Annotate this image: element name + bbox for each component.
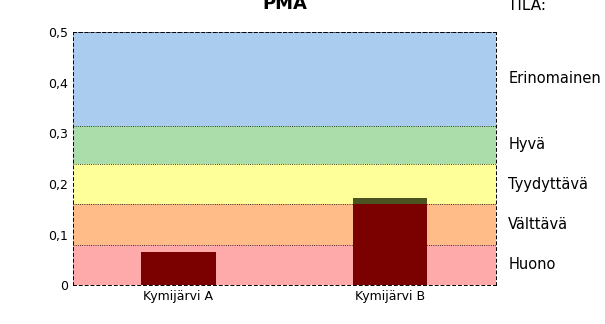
Text: Hyvä: Hyvä — [508, 137, 545, 152]
Text: Tyydyttävä: Tyydyttävä — [508, 177, 588, 191]
Text: PMA: PMA — [262, 0, 307, 13]
Bar — [73, 245, 496, 285]
Bar — [353, 198, 427, 285]
Bar — [73, 164, 496, 204]
Bar — [73, 32, 496, 126]
Bar — [142, 252, 215, 285]
Text: TILA:: TILA: — [508, 0, 546, 13]
Bar — [353, 198, 427, 204]
Text: Välttävä: Välttävä — [508, 217, 568, 232]
Text: Huono: Huono — [508, 257, 555, 272]
Text: Erinomainen: Erinomainen — [508, 71, 601, 87]
Bar — [73, 126, 496, 164]
Bar — [73, 204, 496, 245]
